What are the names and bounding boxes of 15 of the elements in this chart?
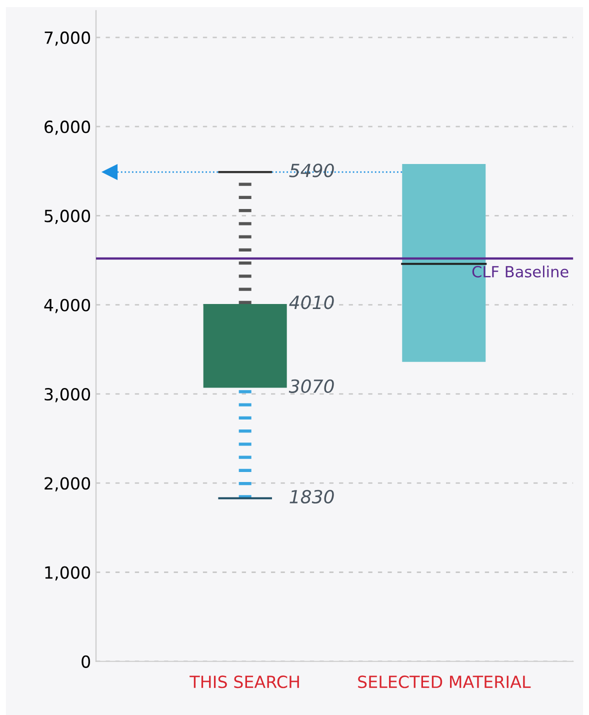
y-tick-label: 3,000 [44, 388, 90, 402]
y-tick-label: 6,000 [44, 120, 90, 135]
y-tick-label: 1,000 [45, 566, 90, 581]
y-tick-label: 5,000 [44, 210, 90, 224]
annotation: 3070 [288, 379, 334, 393]
y-tick-label: 2,000 [44, 477, 90, 492]
y-tick-label: 0 [82, 655, 90, 668]
annotation: 5490 [289, 164, 334, 178]
x-tick-label: THIS SEARCH [190, 676, 299, 688]
y-tick-label: 7,000 [44, 31, 90, 46]
x-tick-label: SELECTED MATERIAL [358, 676, 531, 688]
annotation: 1830 [290, 490, 334, 504]
ref-line-label: CLF Baseline [472, 266, 568, 278]
annotation: 4010 [289, 296, 334, 310]
y-tick-label: 4,000 [44, 298, 90, 314]
